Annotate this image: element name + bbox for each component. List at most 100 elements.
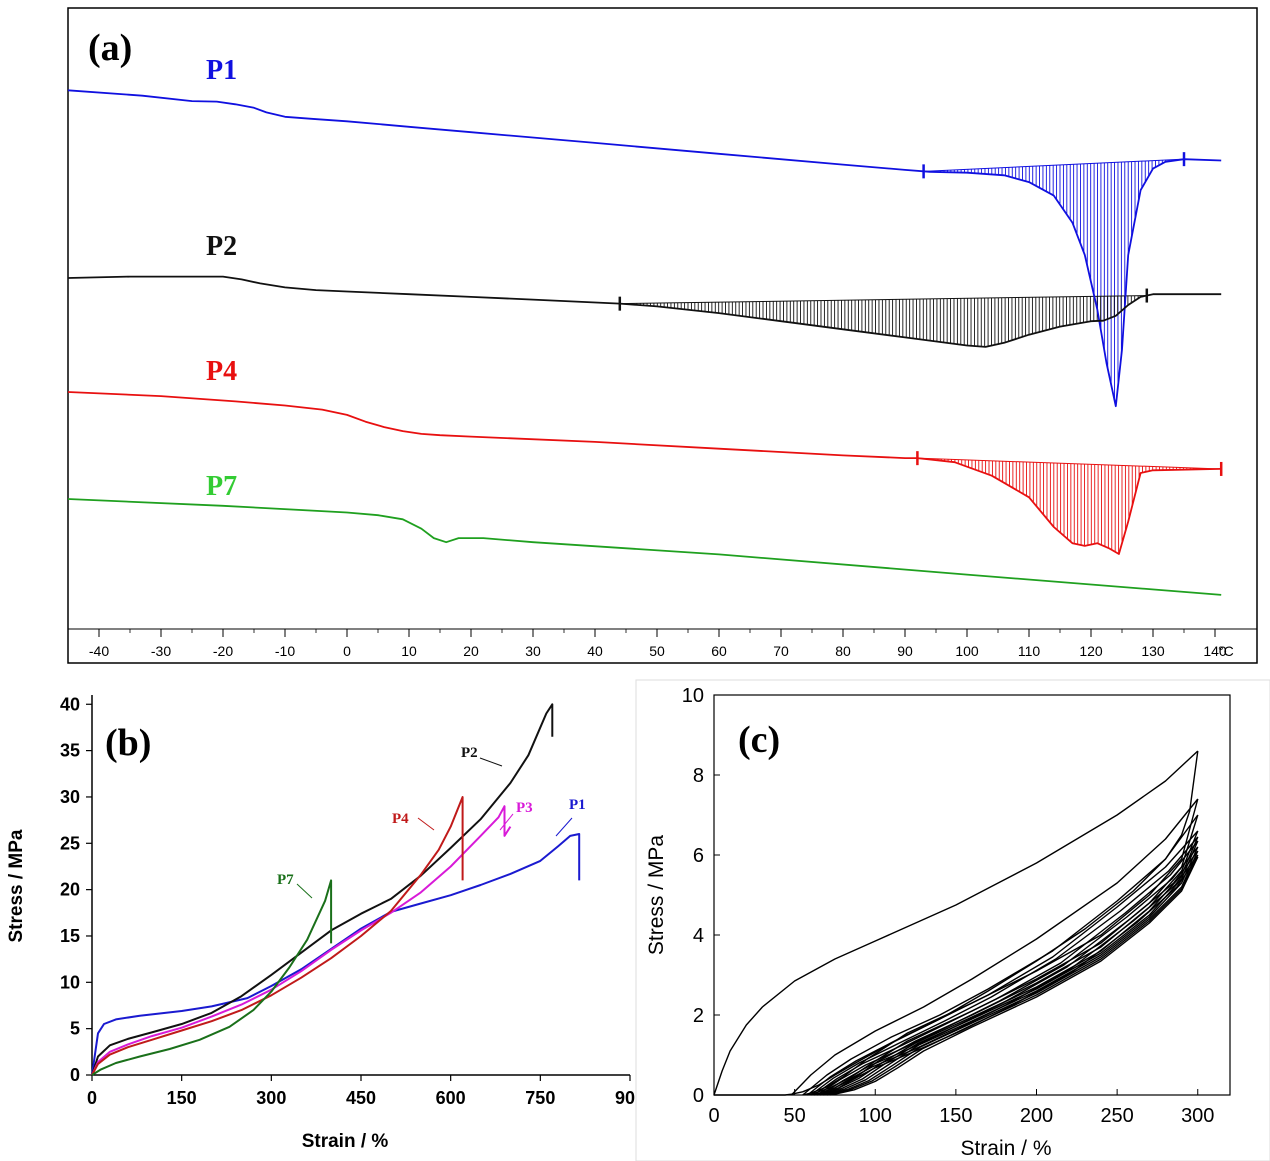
panel-b-curves (91, 703, 581, 1076)
y-tick-label-4: 4 (693, 925, 704, 947)
panel-c-y-title: Stress / MPa (645, 835, 668, 956)
x-tick-label-40: -40 (89, 643, 109, 659)
curve-cycle-9-loading (823, 854, 1199, 1096)
x-tick-label-120: 120 (1079, 643, 1103, 659)
x-tick-label-0: 0 (708, 1105, 719, 1127)
x-tick-label-300: 300 (1181, 1105, 1214, 1127)
panel-c-frame (635, 679, 1270, 1161)
x-tick-label-200: 200 (1020, 1105, 1053, 1127)
x-tick-label-0: 0 (87, 1088, 97, 1108)
curve-label-p7: P7 (206, 471, 237, 502)
x-tick-label-20: 20 (463, 643, 479, 659)
y-tick-label-30: 30 (60, 787, 80, 807)
x-tick-label-100: 100 (955, 643, 979, 659)
curve-label-p2: P2 (206, 231, 237, 262)
y-tick-label-40: 40 (60, 694, 80, 714)
baseline-p1 (923, 158, 1185, 172)
y-tick-label-2: 2 (693, 1005, 704, 1027)
curve-p2 (67, 275, 1222, 348)
y-tick-label-15: 15 (60, 926, 80, 946)
x-tick-label-10: -10 (275, 643, 295, 659)
annotation-p3: P3 (516, 800, 533, 816)
x-tick-label-50: 50 (784, 1105, 806, 1127)
x-tick-label-110: 110 (1018, 643, 1041, 659)
x-tick-label-750: 750 (525, 1088, 555, 1108)
curve-p2 (91, 703, 554, 1076)
curve-cycle-6-loading (813, 840, 1199, 1096)
y-tick-label-6: 6 (693, 845, 704, 867)
panel-a-peak-hatching (618, 152, 1223, 554)
curve-p4 (91, 796, 464, 1076)
curve-cycle-7-unloading (820, 846, 1199, 1096)
curve-cycle-1-loading (713, 750, 1199, 1096)
panel-c-ticks: 0 50 100 150 200 250 300 0 2 4 6 8 10 (682, 685, 1215, 1127)
y-tick-label-10: 10 (60, 972, 80, 992)
x-tick-label-60: 60 (711, 643, 727, 659)
annotation-p2-arrow (479, 757, 503, 767)
annotation-p3-arrow (499, 813, 514, 831)
y-tick-label-5: 5 (70, 1019, 80, 1039)
curve-label-p1: P1 (206, 55, 237, 86)
curve-p4 (67, 391, 1222, 555)
x-tick-label-50: 50 (649, 643, 665, 659)
annotation-p4-arrow (417, 817, 435, 831)
curve-p1 (91, 833, 581, 1076)
panel-c-plot-frame (713, 694, 1231, 1096)
x-tick-label-150: 150 (167, 1088, 197, 1108)
x-tick-label-100: 100 (859, 1105, 892, 1127)
x-tick-label-600: 600 (436, 1088, 466, 1108)
curve-cycle-8-loading (820, 850, 1199, 1096)
baseline-p4 (917, 457, 1222, 470)
panel-a-curves (67, 89, 1222, 596)
annotation-p1-arrow (555, 817, 573, 837)
panel-b-y-title: Stress / MPa (6, 829, 27, 942)
baseline-p2 (619, 295, 1147, 305)
curve-cycle-7-loading (816, 846, 1199, 1096)
annotation-p4: P4 (392, 811, 409, 827)
curve-cycle-5-loading (810, 836, 1199, 1096)
x-tick-label-30: 30 (525, 643, 541, 659)
y-tick-label-25: 25 (60, 833, 80, 853)
x-tick-label-90: 90 (897, 643, 913, 659)
annotation-p1: P1 (569, 797, 586, 813)
x-tick-label-300: 300 (256, 1088, 286, 1108)
panel-b-annotations: P2 P3 P1 P4 P7 (277, 745, 586, 899)
curve-cycle-3-loading (802, 814, 1199, 1096)
panel-b-x-title: Strain / % (302, 1131, 389, 1152)
panel-a-unit: °C (1218, 643, 1234, 659)
x-tick-label-150: 150 (939, 1105, 972, 1127)
x-tick-label-130: 130 (1141, 643, 1165, 659)
curve-p3 (91, 805, 512, 1076)
curve-cycle-4-loading (807, 830, 1199, 1096)
panel-c-x-title: Strain / % (960, 1137, 1051, 1160)
x-tick-label-450: 450 (346, 1088, 376, 1108)
y-tick-label-0: 0 (693, 1085, 704, 1107)
y-tick-label-8: 8 (693, 765, 704, 787)
panel-c: 0 50 100 150 200 250 300 0 2 4 6 8 10 (c) Strain / %… (635, 679, 1270, 1161)
curve-p7 (67, 498, 1222, 596)
annotation-p7: P7 (277, 872, 294, 888)
x-tick-label-80: 80 (835, 643, 851, 659)
panel-c-curves (713, 750, 1199, 1096)
curve-p7 (91, 879, 333, 1076)
y-tick-label-35: 35 (60, 741, 80, 761)
x-tick-label-0: 0 (343, 643, 351, 659)
panel-a-frame (67, 7, 1258, 664)
panel-a-label: (a) (88, 27, 132, 69)
y-tick-label-10: 10 (682, 685, 704, 707)
y-tick-label-0: 0 (70, 1065, 80, 1085)
panel-a: (a) °C -40 -30 -20 -10 0 10 20 30 40 50 60 70 80 90 10… (67, 7, 1258, 664)
x-tick-label-30: -30 (151, 643, 171, 659)
panel-b-label: (b) (105, 722, 151, 764)
panel-a-ticks: -40 -30 -20 -10 0 10 20 30 40 50 60 70 80 90 100 110 120… (67, 629, 1227, 659)
curve-label-p4: P4 (206, 356, 237, 387)
curve-cycle-2-loading (790, 798, 1199, 1096)
curve-cycle-10-unloading (829, 856, 1199, 1096)
x-tick-label-20: -20 (213, 643, 233, 659)
annotation-p7-arrow (296, 883, 313, 899)
x-tick-label-70: 70 (773, 643, 789, 659)
x-tick-label-140: 140 (1203, 643, 1227, 659)
